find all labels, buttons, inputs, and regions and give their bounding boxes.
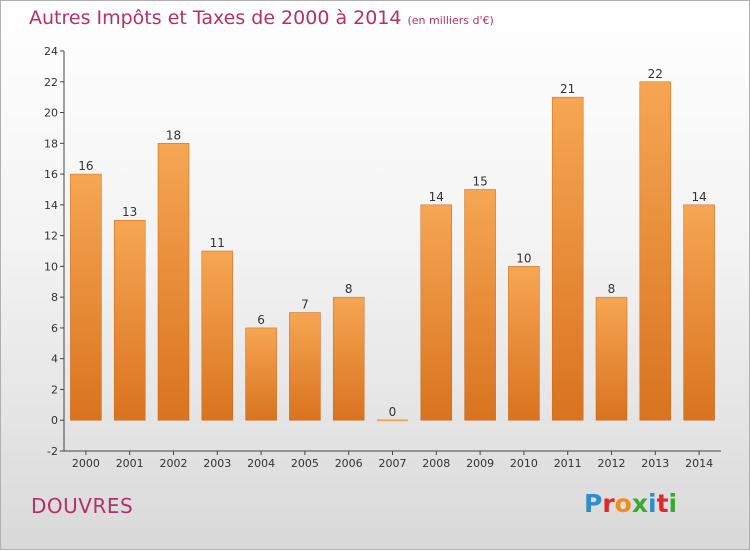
x-tick-label: 2007 <box>379 457 407 470</box>
data-label: 22 <box>648 67 663 81</box>
bar <box>508 266 540 421</box>
y-tick-label: 6 <box>51 322 58 335</box>
data-label: 7 <box>301 298 309 312</box>
bar <box>551 96 584 421</box>
logo-letter: x <box>631 489 648 518</box>
logo-letter: i <box>648 489 657 518</box>
y-tick-label: 10 <box>44 260 58 273</box>
bar <box>289 312 321 421</box>
y-tick-label: 12 <box>44 230 58 243</box>
data-label: 14 <box>429 190 444 204</box>
x-tick-label: 2001 <box>116 457 144 470</box>
bar <box>332 296 365 421</box>
data-label: 14 <box>691 190 706 204</box>
data-label: 18 <box>166 128 181 142</box>
x-tick-label: 2010 <box>510 457 538 470</box>
y-tick-label: 8 <box>51 291 58 304</box>
bar <box>639 81 672 421</box>
x-tick-label: 2011 <box>554 457 582 470</box>
bar <box>201 250 234 421</box>
bar <box>464 189 496 421</box>
data-label: 8 <box>608 282 616 296</box>
bar <box>420 204 453 421</box>
x-tick-label: 2013 <box>641 457 669 470</box>
y-tick-label: 2 <box>51 383 58 396</box>
y-tick-label: 14 <box>44 199 58 212</box>
chart-title-text: Autres Impôts et Taxes de 2000 à 2014 <box>29 7 402 29</box>
bar <box>113 219 146 421</box>
bar <box>245 327 277 421</box>
logo-letter: t <box>656 489 669 518</box>
proxiti-logo: Proxiti <box>584 489 677 518</box>
data-label: 21 <box>560 82 575 96</box>
x-tick-label: 2004 <box>247 457 275 470</box>
logo-letter: r <box>602 489 615 518</box>
chart-title: Autres Impôts et Taxes de 2000 à 2014 (en… <box>29 7 494 29</box>
bar <box>157 143 190 421</box>
data-label: 11 <box>210 236 225 250</box>
y-tick-label: 24 <box>44 45 58 58</box>
x-tick-label: 2005 <box>291 457 319 470</box>
bar <box>595 296 628 421</box>
data-label: 10 <box>516 251 531 265</box>
logo-letter: P <box>584 489 603 518</box>
x-tick-label: 2006 <box>335 457 363 470</box>
bar <box>683 204 715 421</box>
x-tick-label: 2014 <box>685 457 713 470</box>
data-label: 15 <box>472 174 487 188</box>
y-tick-label: 16 <box>44 168 58 181</box>
y-tick-label: 22 <box>44 76 58 89</box>
x-tick-label: 2003 <box>203 457 231 470</box>
x-tick-label: 2000 <box>72 457 100 470</box>
data-label: 6 <box>257 313 265 327</box>
x-tick-label: 2012 <box>598 457 626 470</box>
data-label: 8 <box>345 282 353 296</box>
bar <box>70 173 102 421</box>
logo-letter: i <box>668 489 678 518</box>
data-label: 13 <box>122 205 137 219</box>
x-tick-label: 2002 <box>160 457 188 470</box>
x-tick-label: 2008 <box>422 457 450 470</box>
y-tick-label: 4 <box>51 353 58 366</box>
y-tick-label: 18 <box>44 137 58 150</box>
y-tick-label: 0 <box>51 414 58 427</box>
place-name: DOUVRES <box>31 494 134 518</box>
data-label: 0 <box>389 405 397 419</box>
y-tick-label: 20 <box>44 107 58 120</box>
data-label: 16 <box>78 159 93 173</box>
logo-letter: o <box>614 489 632 518</box>
x-tick-label: 2009 <box>466 457 494 470</box>
chart-unit: (en milliers d'€) <box>407 14 494 27</box>
y-tick-label: -2 <box>47 445 58 458</box>
